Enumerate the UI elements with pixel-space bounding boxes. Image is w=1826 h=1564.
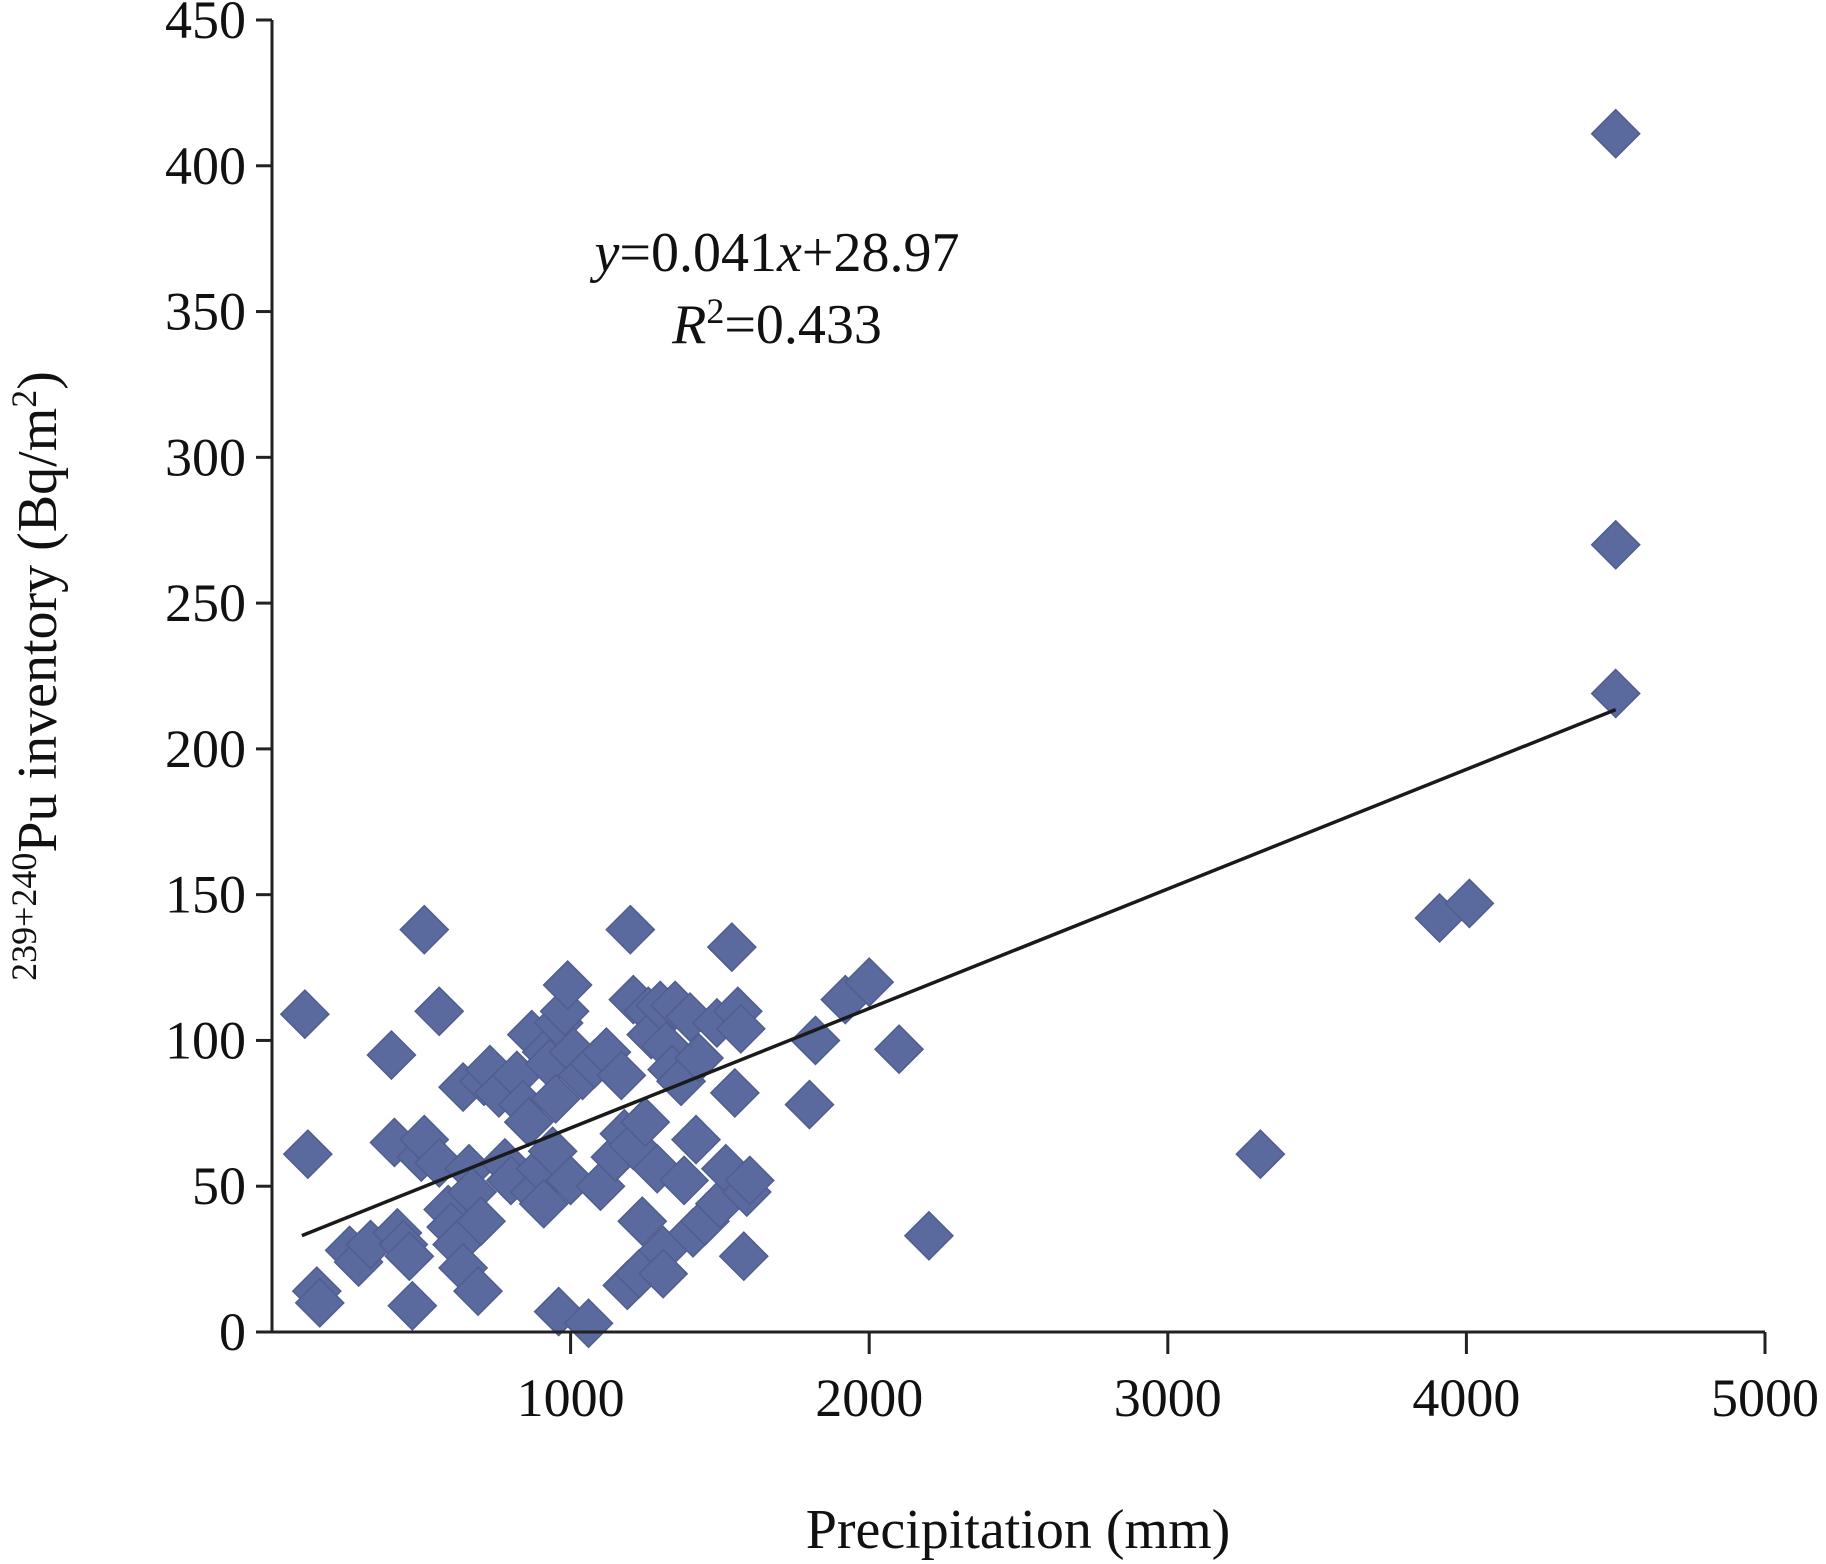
data-point xyxy=(542,959,593,1011)
data-point xyxy=(1444,878,1495,929)
data-point xyxy=(659,1155,710,1206)
y-ticks: 0 50 100 150 200 250 300 350 400 450 xyxy=(165,0,272,1362)
eq-x: x xyxy=(776,222,802,284)
data-point xyxy=(384,1231,435,1282)
x-tick-label: 1000 xyxy=(517,1368,625,1428)
y-tick-label: 50 xyxy=(192,1156,246,1216)
data-point xyxy=(399,904,450,955)
data-point xyxy=(414,986,465,1037)
data-point xyxy=(530,1073,581,1124)
x-axis-title: Precipitation (mm) xyxy=(806,1499,1231,1561)
data-point xyxy=(784,1079,835,1130)
eq-y: y xyxy=(590,222,620,284)
y-tick-label: 450 xyxy=(165,0,246,50)
x-ticks: 1000 2000 3000 4000 5000 xyxy=(517,1332,1819,1428)
eq-part2: +28.97 xyxy=(802,222,960,284)
data-point xyxy=(518,1178,569,1229)
r2-sup: 2 xyxy=(706,291,724,331)
y-tick-label: 150 xyxy=(165,865,246,925)
data-point xyxy=(452,1266,504,1317)
data-point xyxy=(844,957,895,1008)
y-tick-label: 300 xyxy=(165,427,246,487)
data-point xyxy=(790,1015,841,1066)
data-point xyxy=(279,989,330,1040)
trendline-layer xyxy=(301,707,1617,1238)
r2-value: =0.433 xyxy=(724,294,882,356)
data-point xyxy=(605,904,656,955)
y-axis-title-suffix: ) xyxy=(7,371,69,390)
data-point xyxy=(620,1097,671,1148)
data-point xyxy=(718,1231,769,1282)
data-point xyxy=(873,1024,925,1075)
data-point xyxy=(1590,108,1641,159)
r-squared-label: R2=0.433 xyxy=(671,291,882,356)
data-point xyxy=(294,1277,345,1328)
regression-equation: y=0.041x+28.97 xyxy=(590,222,960,284)
data-point xyxy=(706,922,757,973)
data-point xyxy=(455,1196,507,1247)
y-tick-label: 200 xyxy=(165,719,246,779)
data-point xyxy=(724,1155,775,1206)
x-tick-label: 3000 xyxy=(1114,1368,1222,1428)
y-tick-label: 350 xyxy=(165,282,246,342)
y-tick-label: 0 xyxy=(219,1302,246,1362)
data-point xyxy=(903,1210,954,1261)
data-point xyxy=(670,1114,722,1165)
y-tick-label: 400 xyxy=(165,136,246,196)
y-axis-title: 239+240Pu inventory (Bq/m2) xyxy=(4,371,69,981)
data-point xyxy=(709,1067,760,1118)
r2-r: R xyxy=(671,294,706,356)
data-point xyxy=(366,1029,417,1081)
x-tick-label: 5000 xyxy=(1711,1368,1819,1428)
y-tick-label: 250 xyxy=(165,573,246,633)
data-point xyxy=(715,1003,766,1054)
data-point xyxy=(282,1129,333,1180)
data-point xyxy=(563,1298,614,1349)
trendline xyxy=(301,707,1617,1238)
y-axis-title-sup: 2 xyxy=(4,390,44,408)
data-point xyxy=(617,1196,668,1247)
data-point xyxy=(1590,519,1641,570)
data-point xyxy=(387,1280,438,1331)
y-axis-title-prefix: 239+240 xyxy=(4,853,44,981)
data-points xyxy=(279,108,1641,1349)
eq-part1: =0.041 xyxy=(619,222,777,284)
x-tick-label: 2000 xyxy=(815,1368,923,1428)
data-point xyxy=(1235,1129,1286,1180)
x-tick-label: 4000 xyxy=(1412,1368,1520,1428)
data-point xyxy=(1590,668,1641,719)
y-axis-title-main: Pu inventory (Bq/m xyxy=(7,408,69,853)
data-point xyxy=(638,1248,689,1299)
y-tick-label: 100 xyxy=(165,1010,246,1070)
data-point xyxy=(596,1050,647,1101)
